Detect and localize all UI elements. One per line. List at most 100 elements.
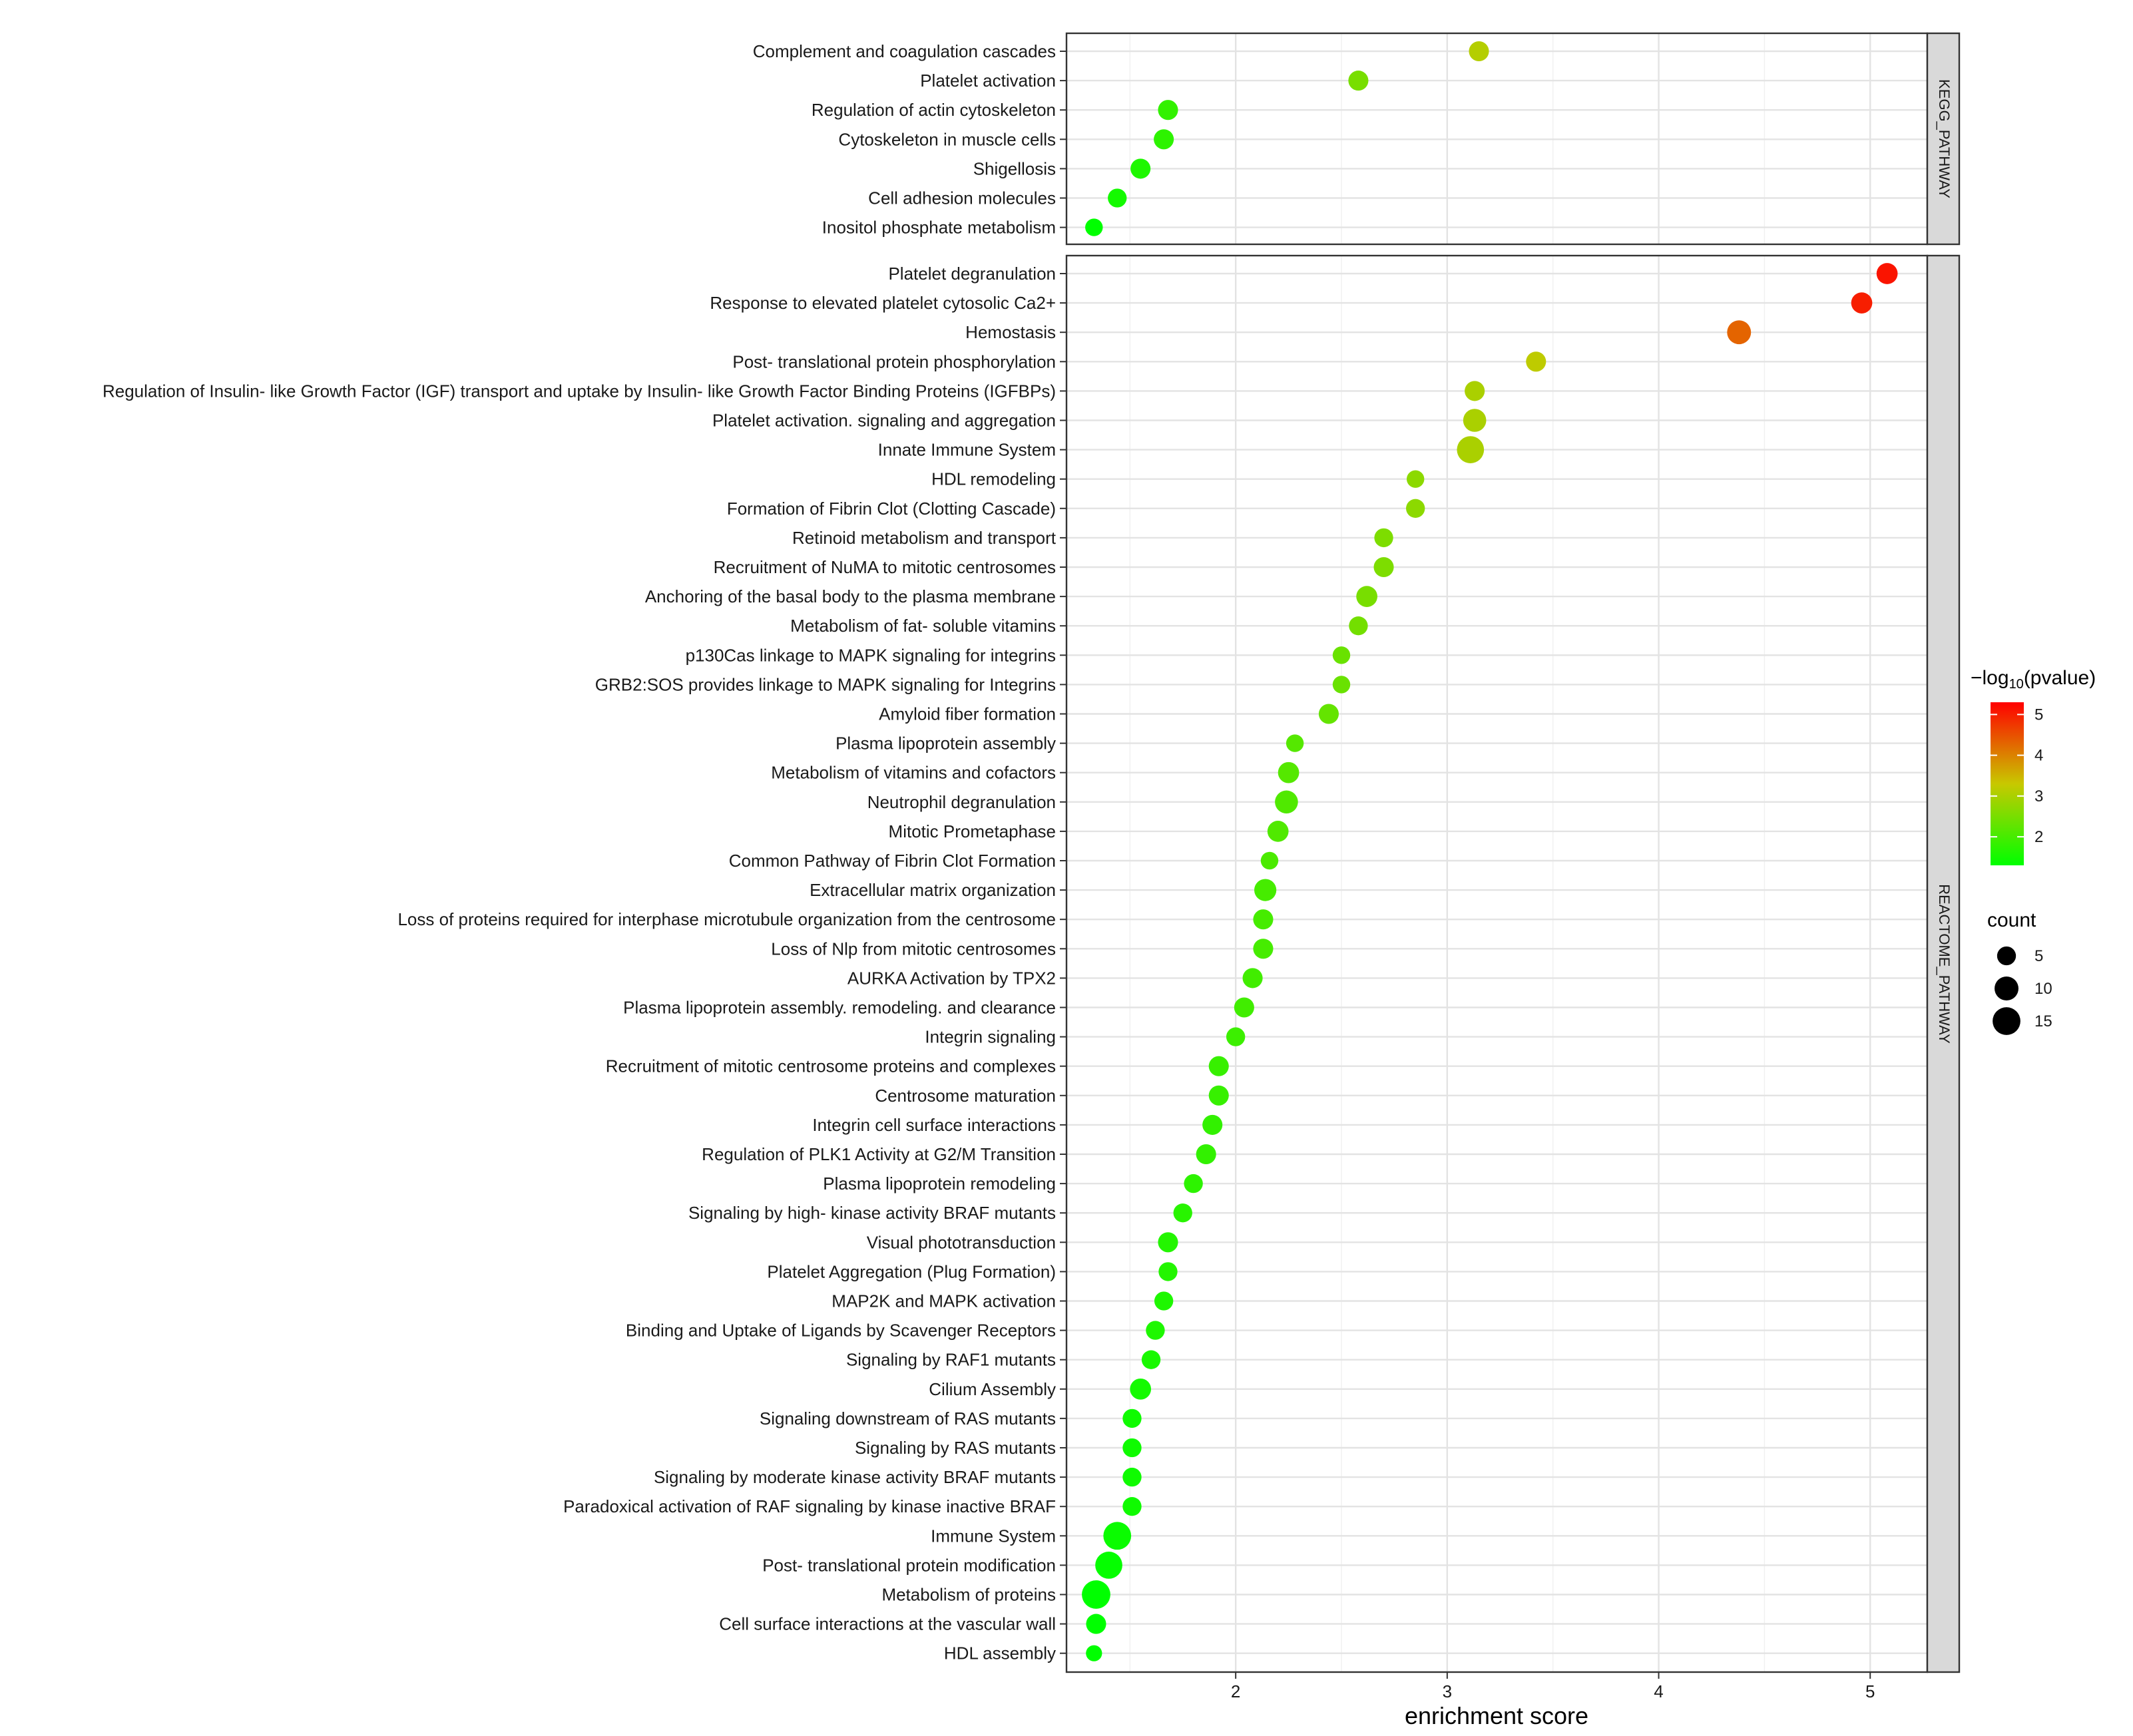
term-point (1196, 1144, 1216, 1165)
term-label: Anchoring of the basal body to the plasm… (645, 586, 1056, 606)
term-point (1082, 1580, 1110, 1609)
term-label: Mitotic Prometaphase (889, 821, 1056, 841)
term-point (1286, 734, 1304, 752)
term-label: Metabolism of proteins (881, 1585, 1056, 1605)
x-tick-label: 2 (1231, 1681, 1240, 1701)
size-legend-title: count (1987, 909, 2036, 931)
term-label: Signaling downstream of RAS mutants (760, 1409, 1056, 1428)
term-label: Amyloid fiber formation (879, 704, 1056, 724)
term-point (1318, 704, 1339, 724)
term-point (1234, 997, 1254, 1018)
term-point (1242, 968, 1263, 988)
term-point (1457, 436, 1485, 463)
panel-border (1065, 254, 1929, 1673)
size-legend-label: 5 (2034, 947, 2043, 965)
term-point (1122, 1497, 1142, 1516)
term-label: Metabolism of vitamins and cofactors (771, 763, 1056, 783)
x-tick-label: 3 (1443, 1681, 1452, 1701)
term-label: Loss of proteins required for interphase… (397, 909, 1056, 929)
term-point (1526, 351, 1546, 372)
term-label: Cell adhesion molecules (868, 188, 1056, 208)
term-point (1253, 939, 1274, 959)
term-label: Metabolism of fat- soluble vitamins (790, 616, 1056, 636)
term-label: Shigellosis (973, 158, 1056, 178)
term-point (1356, 586, 1377, 607)
term-point (1154, 1291, 1174, 1311)
term-label: AURKA Activation by TPX2 (847, 968, 1056, 988)
term-point (1141, 1350, 1161, 1369)
term-point (1085, 218, 1103, 236)
term-label: Cytoskeleton in muscle cells (838, 129, 1056, 149)
term-label: Cilium Assembly (929, 1379, 1056, 1399)
term-label: Neutrophil degranulation (867, 792, 1056, 812)
term-label: Plasma lipoprotein remodeling (823, 1174, 1056, 1194)
x-tick-label: 5 (1865, 1681, 1875, 1701)
term-label: Signaling by RAS mutants (855, 1438, 1056, 1458)
size-legend-dot (1995, 977, 2018, 1000)
term-label: Platelet Aggregation (Plug Formation) (767, 1261, 1056, 1281)
term-label: p130Cas linkage to MAPK signaling for in… (686, 645, 1056, 665)
term-label: MAP2K and MAPK activation (831, 1291, 1056, 1311)
term-point (1158, 1262, 1178, 1281)
facet-strip (1926, 32, 1961, 246)
term-label: Regulation of Insulin- like Growth Facto… (103, 381, 1056, 401)
term-point (1465, 381, 1485, 401)
term-point (1373, 556, 1394, 578)
size-legend-dot (1997, 946, 2016, 966)
term-label: Integrin signaling (925, 1027, 1056, 1047)
term-point (1130, 158, 1151, 179)
term-label: Cell surface interactions at the vascula… (719, 1614, 1056, 1634)
size-legend-label: 15 (2034, 1012, 2052, 1030)
term-point (1154, 129, 1174, 150)
term-point (1469, 41, 1489, 62)
term-label: Post- translational protein phosphorylat… (732, 351, 1056, 371)
term-point (1275, 790, 1298, 814)
size-legend-dot (1993, 1007, 2020, 1035)
term-point (1173, 1203, 1192, 1223)
term-label: Visual phototransduction (867, 1232, 1056, 1252)
color-legend: −log10(pvalue) 2 3 4 5 (1971, 667, 2096, 865)
term-label: Formation of Fibrin Clot (Clotting Casca… (727, 499, 1056, 519)
term-label: Post- translational protein modification (762, 1555, 1056, 1575)
term-label: Recruitment of mitotic centrosome protei… (606, 1056, 1056, 1076)
color-tick-label: 5 (2034, 706, 2043, 724)
term-label: Retinoid metabolism and transport (792, 528, 1057, 548)
size-legend: count 5 10 15 (1987, 909, 2052, 1035)
term-label: Regulation of actin cytoskeleton (812, 100, 1056, 120)
term-point (1146, 1321, 1165, 1340)
term-point (1851, 292, 1873, 314)
term-point (1253, 909, 1274, 930)
color-tick-label: 2 (2034, 828, 2043, 846)
term-point (1349, 616, 1368, 636)
facet-strip-label: REACTOME_PATHWAY (1936, 884, 1953, 1044)
term-point (1122, 1438, 1142, 1458)
term-point (1208, 1056, 1229, 1076)
term-point (1122, 1409, 1142, 1428)
term-label: Loss of Nlp from mitotic centrosomes (771, 939, 1056, 959)
term-point (1086, 1614, 1106, 1634)
term-label: Signaling by high- kinase activity BRAF … (688, 1203, 1056, 1223)
term-label: Signaling by RAF1 mutants (846, 1350, 1056, 1370)
x-axis-title: enrichment score (1405, 1702, 1588, 1729)
term-label: GRB2:SOS provides linkage to MAPK signal… (595, 674, 1056, 694)
term-point (1208, 1085, 1229, 1106)
term-label: Response to elevated platelet cytosolic … (710, 293, 1056, 313)
term-point (1876, 263, 1898, 284)
term-label: Complement and coagulation cascades (753, 41, 1056, 61)
term-point (1254, 879, 1277, 901)
term-point (1463, 409, 1487, 432)
term-point (1158, 1232, 1178, 1253)
term-label: Integrin cell surface interactions (812, 1115, 1056, 1135)
term-point (1122, 1467, 1142, 1487)
term-label: Common Pathway of Fibrin Clot Formation (729, 851, 1056, 871)
term-point (1130, 1378, 1152, 1400)
panel-kegg_pathway: Complement and coagulation cascades Plate… (753, 32, 1961, 246)
term-point (1158, 100, 1178, 120)
term-point (1108, 188, 1127, 208)
color-legend-bar (1991, 702, 2024, 865)
term-point (1103, 1522, 1132, 1550)
term-label: Hemostasis (965, 322, 1056, 342)
term-label: Signaling by moderate kinase activity BR… (654, 1467, 1056, 1487)
term-point (1226, 1027, 1246, 1046)
color-legend-title: −log10(pvalue) (1971, 667, 2096, 692)
